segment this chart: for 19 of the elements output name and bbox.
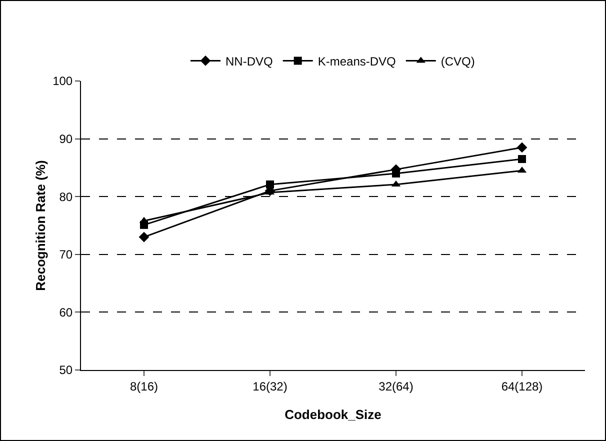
x-tick-label: 32(64) <box>378 379 414 394</box>
point <box>518 155 526 164</box>
y-tick-label: 100 <box>52 74 73 88</box>
x-tick-label: 64(128) <box>501 379 543 394</box>
x-axis-title: Codebook_Size <box>284 407 382 422</box>
point <box>138 232 150 242</box>
x-tick-label: 8(16) <box>130 379 158 394</box>
legend-label: NN-DVQ <box>226 54 273 68</box>
y-tick-label: 70 <box>59 248 73 262</box>
point <box>516 142 528 153</box>
y-tick-label: 50 <box>59 363 73 378</box>
x-tick-label: 16(32) <box>252 379 288 394</box>
y-tick-label: 90 <box>59 132 73 146</box>
y-axis-title: Recognition Rate (%) <box>33 160 48 291</box>
legend-label: K-means-DVQ <box>318 54 396 68</box>
point <box>266 180 274 188</box>
y-tick-label: 80 <box>59 190 73 204</box>
legend-label: (CVQ) <box>440 54 475 68</box>
y-tick-label: 60 <box>59 305 73 320</box>
